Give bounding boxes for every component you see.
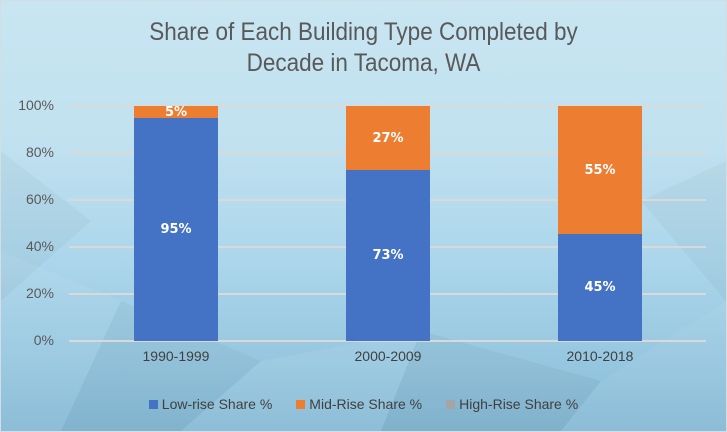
y-tick-80: 80% <box>25 144 54 160</box>
bar-1990-1999: 5% 95% <box>134 104 218 341</box>
y-tick-60: 60% <box>25 191 54 207</box>
plot-area: 5% 95% 27% 73% 55% 45% <box>69 104 706 342</box>
bar-segment-low-rise: 73% <box>346 170 430 341</box>
y-tick-0: 0% <box>33 332 54 348</box>
legend-label: High-Rise Share % <box>459 396 579 412</box>
y-tick-40: 40% <box>25 238 54 254</box>
legend: Low-rise Share % Mid-Rise Share % High-R… <box>1 396 726 412</box>
bar-segment-mid-rise: 5% <box>134 104 218 120</box>
y-tick-20: 20% <box>25 285 54 301</box>
legend-swatch-blue <box>148 399 158 409</box>
legend-item-high-rise: High-Rise Share % <box>446 396 578 412</box>
data-label: 27% <box>372 130 404 146</box>
legend-swatch-gray <box>446 399 456 409</box>
chart-title-line-1: Share of Each Building Type Completed by <box>149 18 578 46</box>
bar-segment-mid-rise: 55% <box>558 106 642 234</box>
data-label: 73% <box>372 248 404 263</box>
data-label: 55% <box>584 162 616 178</box>
x-tick-1990-1999: 1990-1999 <box>142 348 210 364</box>
bar-segment-low-rise: 95% <box>134 118 218 341</box>
chart-title: Share of Each Building Type Completed by… <box>37 17 690 79</box>
data-label: 95% <box>160 222 192 237</box>
x-tick-2010-2018: 2010-2018 <box>566 348 634 364</box>
x-tick-2000-2009: 2000-2009 <box>354 348 422 364</box>
bar-segment-mid-rise: 27% <box>346 106 430 170</box>
bar-2010-2018: 55% 45% <box>558 106 642 341</box>
legend-label: Mid-Rise Share % <box>309 396 423 412</box>
bar-2000-2009: 27% 73% <box>346 106 430 341</box>
data-label: 5% <box>164 104 188 120</box>
gridline <box>69 340 706 342</box>
bar-segment-low-rise: 45% <box>558 234 642 341</box>
chart-title-line-2: Decade in Tacoma, WA <box>246 49 481 77</box>
legend-label: Low-rise Share % <box>161 396 273 412</box>
data-label: 45% <box>584 280 616 295</box>
legend-swatch-orange <box>296 399 306 409</box>
legend-item-low-rise: Low-rise Share % <box>148 396 273 412</box>
y-tick-100: 100% <box>18 97 54 113</box>
legend-item-mid-rise: Mid-Rise Share % <box>296 396 422 412</box>
